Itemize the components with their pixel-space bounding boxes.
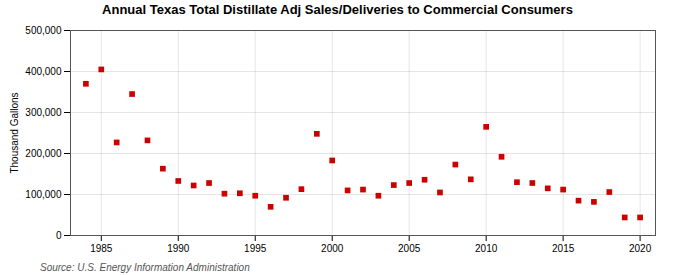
svg-text:0: 0 [56,230,62,241]
html-text:Annual Texas Total Distillate: Annual Texas Total Distillate Adj Sales/… [102,2,573,17]
svg-text:500,000: 500,000 [25,25,62,36]
svg-text:2020: 2020 [629,243,652,254]
svg-text:2015: 2015 [552,243,575,254]
svg-text:200,000: 200,000 [25,148,62,159]
svg-text:Thousand Gallons: Thousand Gallons [9,92,20,173]
svg-text:1985: 1985 [90,243,113,254]
svg-text:1990: 1990 [167,243,190,254]
svg-text:1995: 1995 [244,243,267,254]
svg-text:2005: 2005 [398,243,421,254]
svg-text:2000: 2000 [321,243,344,254]
svg-text:100,000: 100,000 [25,189,62,200]
html-text:Source: U.S. Energy Informatio: Source: U.S. Energy Information Administ… [40,262,250,273]
svg-text:300,000: 300,000 [25,107,62,118]
svg-text:400,000: 400,000 [25,66,62,77]
svg-text:2010: 2010 [475,243,498,254]
